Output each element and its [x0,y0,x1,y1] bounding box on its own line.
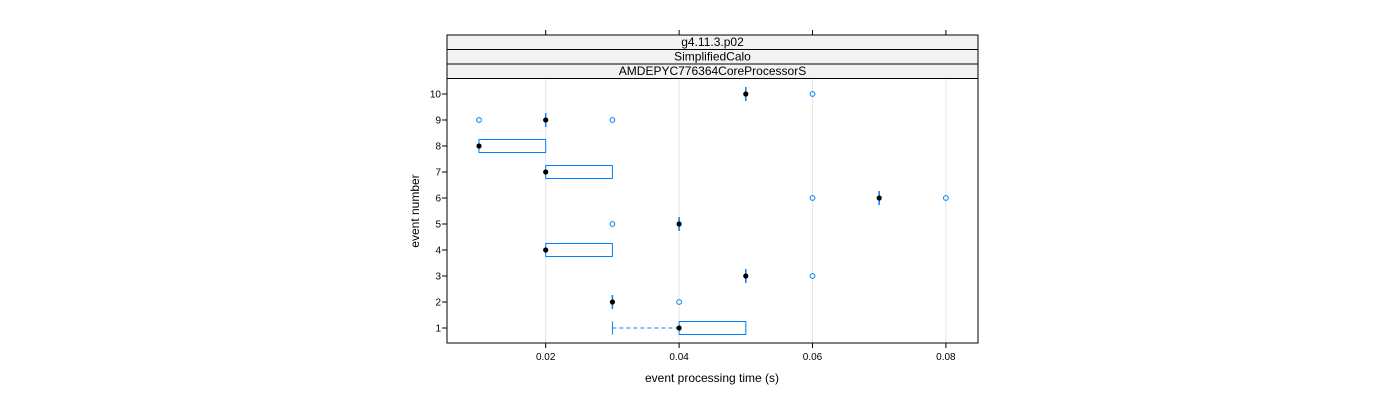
median-point [476,143,482,149]
outlier-point [609,221,616,227]
y-axis-title: event number [408,174,422,247]
box-iqr [545,165,613,179]
y-tick-label: 1 [435,324,441,335]
y-tick-label: 4 [435,246,441,257]
y-tick-label: 7 [435,168,441,179]
box-event-7 [545,165,613,179]
x-tick-label: 0.08 [936,352,956,363]
strip-headers: g4.11.3.p02SimplifiedCaloAMDEPYC776364Co… [446,34,979,79]
strip-label: SimplifiedCalo [674,50,751,64]
strip-label: AMDEPYC776364CoreProcessorS [619,64,806,78]
outlier-point [943,195,949,201]
median-point [876,195,882,201]
outlier-point [476,117,482,123]
outlier-point [809,195,816,201]
median-point [676,221,682,227]
box-event-8 [478,139,547,153]
box-iqr [545,243,613,257]
box-iqr [678,321,747,335]
x-tick-label: 0.02 [536,352,556,363]
y-tick-label: 6 [435,194,441,205]
y-tick-label: 3 [435,272,441,283]
axes: 0.02 0.04 0.06 0.08 1 2 3 4 5 6 7 8 9 10 [430,30,956,363]
strip-label: g4.11.3.p02 [681,35,744,49]
outlier-point [809,273,816,279]
points [476,91,949,331]
x-axis-title: event processing time (s) [645,371,779,385]
y-tick-label: 2 [435,298,441,309]
plot-panel [446,78,979,344]
median-point [543,247,549,253]
median-point [743,273,749,279]
y-tick-label: 8 [435,142,441,153]
y-tick-label: 10 [430,90,442,101]
outlier-point [809,91,816,97]
x-tick-label: 0.06 [803,352,823,363]
panel-border [446,78,979,344]
median-point [743,91,749,97]
outlier-point [676,299,682,305]
y-tick-label: 9 [435,116,441,127]
median-point [676,325,682,331]
x-tick-label: 0.04 [669,352,689,363]
median-point [543,169,549,175]
gridlines [545,78,947,343]
median-point [609,299,616,305]
median-point [543,117,549,123]
outlier-point [609,117,616,123]
y-tick-label: 5 [435,220,441,231]
box-event-4 [545,243,613,257]
box-iqr [478,139,547,153]
